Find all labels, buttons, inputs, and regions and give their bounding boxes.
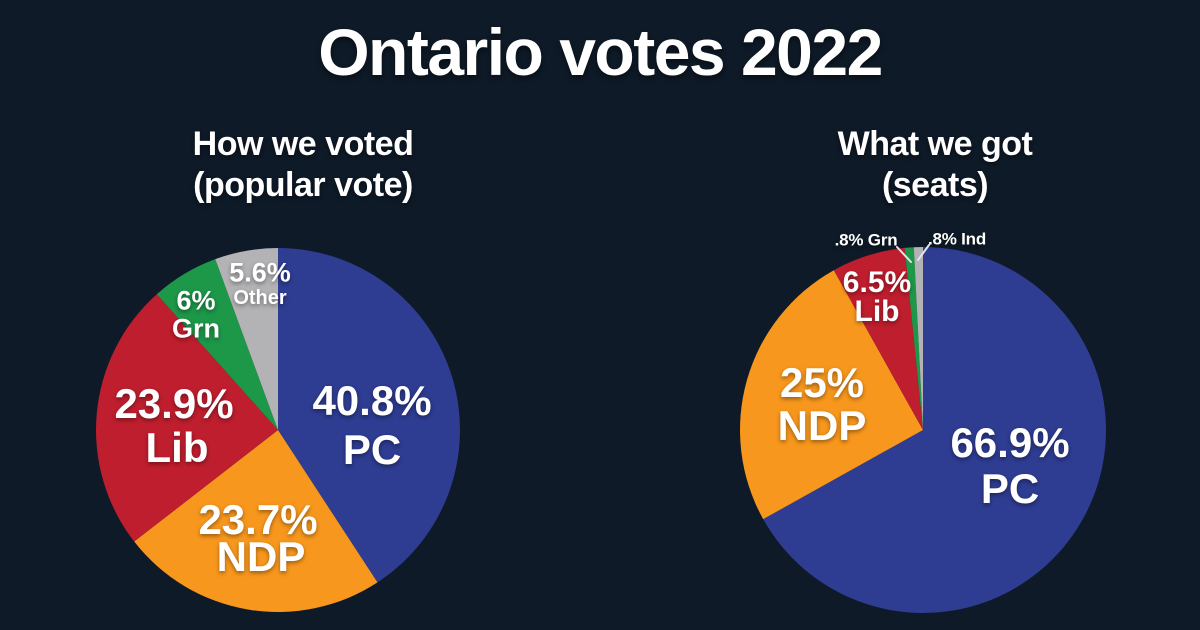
left-chart-title-line2: (popular vote): [193, 166, 413, 205]
label-popular-grn-value: 6%: [176, 285, 216, 316]
label-popular-other-value: 5.6%: [229, 257, 291, 288]
pie-slice-lib: [833, 247, 923, 430]
label-seats-ndp-name: NDP: [777, 402, 867, 449]
left-chart-title: How we voted (popular vote): [193, 124, 414, 207]
pie-slice-other: [215, 248, 278, 430]
label-popular-grn-name: Grn: [171, 313, 221, 344]
pie-slice-lib: [96, 294, 278, 542]
label-seats-lib-name: Lib: [854, 295, 900, 328]
label-popular-other-name: Other: [233, 287, 287, 309]
pie-slice-ind: [913, 247, 923, 430]
label-popular-lib-name: Lib: [145, 424, 209, 471]
pie-slice-ndp: [134, 430, 378, 612]
label-popular-pc-name: PC: [342, 426, 402, 473]
right-chart-title: What we got (seats): [838, 124, 1033, 207]
popular-vote-pie: [96, 248, 460, 612]
seats-pie: [740, 247, 1106, 613]
label-seats-pc-value: 66.9%: [950, 419, 1070, 466]
label-seats-grn-callout: .8% Grn: [834, 230, 898, 250]
right-chart-title-line1: What we got: [837, 125, 1033, 163]
pie-slice-grn: [156, 259, 278, 430]
pie-slice-pc: [763, 247, 1106, 613]
callout-leader-lines: [896, 244, 930, 263]
label-popular-ndp-name: NDP: [216, 533, 306, 580]
label-popular-lib-value: 23.9%: [114, 380, 234, 427]
label-popular-pc-value: 40.8%: [312, 377, 432, 424]
ind-callout-line: [917, 244, 930, 261]
right-chart-title-line2: (seats): [881, 166, 989, 205]
pie-slice-pc: [278, 248, 460, 583]
pie-slice-ndp: [740, 270, 923, 520]
left-chart-title-line1: How we voted: [192, 125, 414, 163]
grn-callout-line: [896, 246, 912, 263]
page-title: Ontario votes 2022: [318, 15, 883, 89]
label-seats-lib-value: 6.5%: [842, 266, 912, 299]
pie-slice-grn: [904, 247, 923, 430]
label-seats-ind-callout: .8% Ind: [927, 229, 987, 249]
label-popular-ndp-value: 23.7%: [198, 496, 318, 543]
label-seats-ndp-value: 25%: [779, 359, 865, 406]
label-seats-pc-name: PC: [980, 465, 1040, 512]
